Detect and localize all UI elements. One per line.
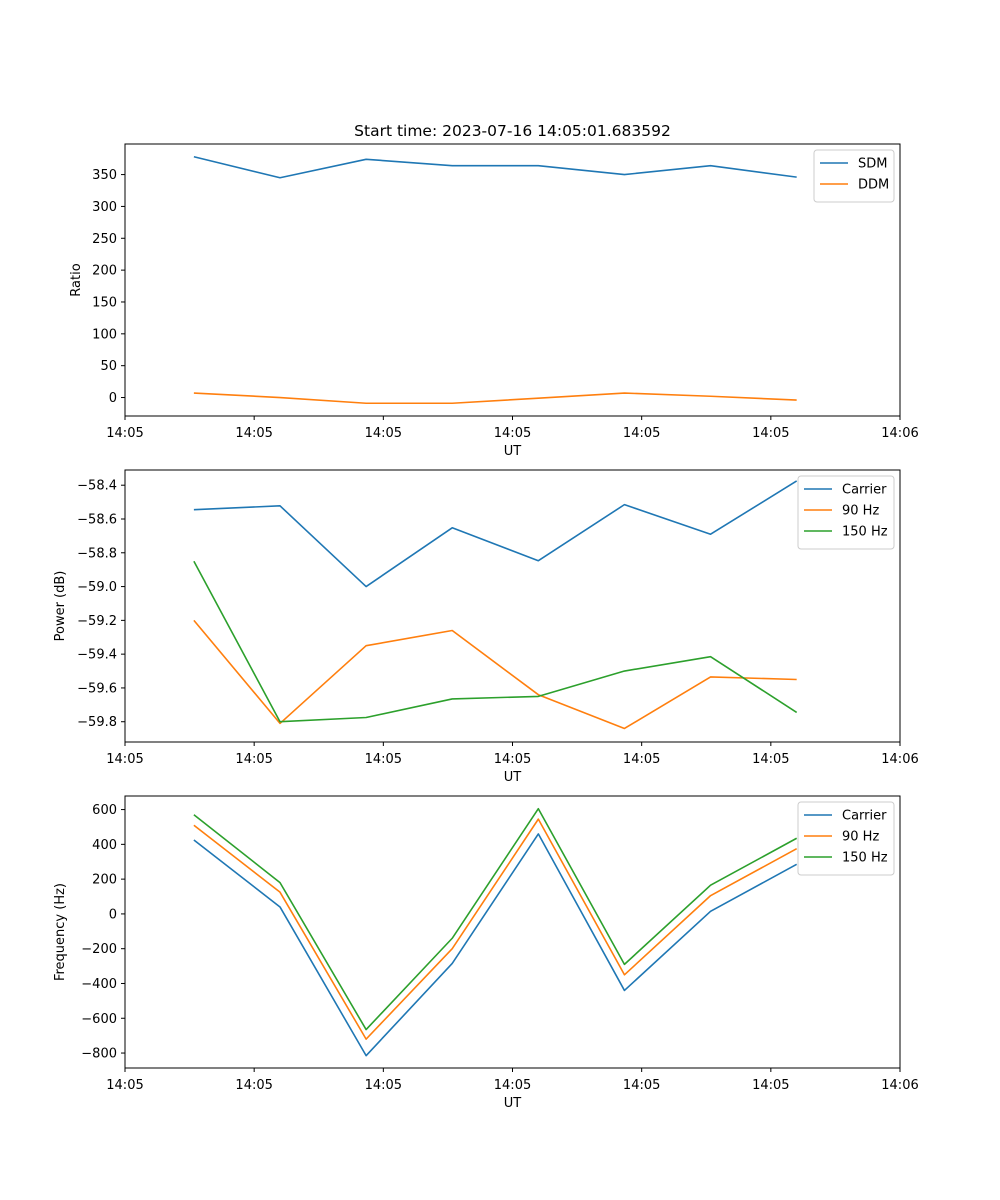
legend-label: 90 Hz (842, 504, 879, 519)
legend-label: 150 Hz (842, 525, 888, 540)
y-tick-label: −59.8 (77, 715, 117, 730)
x-tick-label: 14:06 (881, 1078, 918, 1093)
y-tick-label: −58.4 (77, 479, 117, 494)
y-tick-label: 50 (100, 359, 117, 374)
y-tick-label: −200 (81, 942, 117, 957)
y-tick-label: 600 (92, 803, 117, 818)
legend-label: Carrier (842, 809, 887, 824)
x-tick-label: 14:05 (235, 1078, 272, 1093)
y-tick-label: −800 (81, 1047, 117, 1062)
x-tick-label: 14:05 (106, 752, 143, 767)
legend: Carrier 90 Hz 150 Hz (797, 801, 895, 876)
chart-panel-1: Start time: 2023-07-16 14:05:01.683592 0 5… (69, 122, 919, 459)
legend: Carrier 90 Hz 150 Hz (797, 475, 895, 550)
x-tick-label: 14:05 (494, 1078, 531, 1093)
x-tick-label: 14:05 (235, 752, 272, 767)
chart-panel-2: −59.8 −59.6 −59.4 −59.2 −59.0 −58.8 −58.6 −58.4… (53, 469, 919, 785)
y-tick-label: −400 (81, 977, 117, 992)
x-tick-label: 14:05 (365, 752, 402, 767)
x-tick-label: 14:05 (235, 426, 272, 441)
series-line-90-hz (193, 818, 798, 1040)
y-tick-label: 0 (109, 907, 117, 922)
series-line-ddm (193, 392, 797, 405)
y-axis-label: Power (dB) (53, 571, 68, 642)
x-tick-label: 14:05 (623, 752, 660, 767)
legend-label: SDM (858, 157, 887, 172)
legend-label: 150 Hz (842, 851, 888, 866)
x-tick-label: 14:05 (106, 1078, 143, 1093)
x-tick-label: 14:05 (752, 1078, 789, 1093)
x-tick-label: 14:05 (494, 426, 531, 441)
y-tick-label: 250 (92, 232, 117, 247)
x-tick-label: 14:05 (365, 426, 402, 441)
chart-panel-3: −800 −600 −400 −200 0 200 400 600 14:05 14:05 14:0… (53, 795, 919, 1111)
y-tick-label: 300 (92, 200, 117, 215)
y-tick-label: 200 (92, 264, 117, 279)
series-line-90-hz (193, 619, 797, 730)
y-tick-label: 100 (92, 327, 117, 342)
y-tick-label: 350 (92, 168, 117, 183)
x-tick-label: 14:06 (881, 752, 918, 767)
x-tick-label: 14:05 (106, 426, 143, 441)
y-tick-label: 400 (92, 838, 117, 853)
y-tick-label: 0 (109, 391, 117, 406)
y-tick-label: 200 (92, 873, 117, 888)
x-tick-label: 14:05 (623, 426, 660, 441)
x-tick-label: 14:06 (881, 426, 918, 441)
x-tick-label: 14:05 (752, 752, 789, 767)
x-axis-label: UT (504, 444, 522, 459)
x-axis-label: UT (504, 1096, 522, 1111)
y-tick-label: −58.8 (77, 546, 117, 561)
axes-frame (124, 469, 901, 743)
x-tick-label: 14:05 (494, 752, 531, 767)
y-tick-label: −59.4 (77, 648, 117, 663)
y-tick-label: 150 (92, 295, 117, 310)
axes-frame (124, 143, 901, 417)
x-tick-label: 14:05 (623, 1078, 660, 1093)
y-axis-label: Frequency (Hz) (53, 883, 68, 981)
x-tick-label: 14:05 (752, 426, 789, 441)
chart-title: Start time: 2023-07-16 14:05:01.683592 (354, 122, 671, 140)
legend-label: Carrier (842, 483, 887, 498)
series-line-carrier (193, 833, 798, 1057)
y-tick-label: −600 (81, 1012, 117, 1027)
x-tick-label: 14:05 (365, 1078, 402, 1093)
series-line-carrier (193, 480, 798, 588)
y-tick-label: −59.2 (77, 614, 117, 629)
y-tick-label: −58.6 (77, 512, 117, 527)
legend: SDM DDM (813, 149, 895, 203)
legend-label: 90 Hz (842, 830, 879, 845)
y-tick-label: −59.0 (77, 580, 117, 595)
y-axis-label: Ratio (69, 263, 84, 296)
series-line-150-hz (193, 560, 798, 723)
y-tick-label: −59.6 (77, 681, 117, 696)
axes-frame (124, 795, 901, 1069)
legend-label: DDM (858, 178, 889, 193)
series-line-sdm (193, 155, 797, 179)
x-axis-label: UT (504, 770, 522, 785)
series-line-150-hz (193, 807, 798, 1031)
